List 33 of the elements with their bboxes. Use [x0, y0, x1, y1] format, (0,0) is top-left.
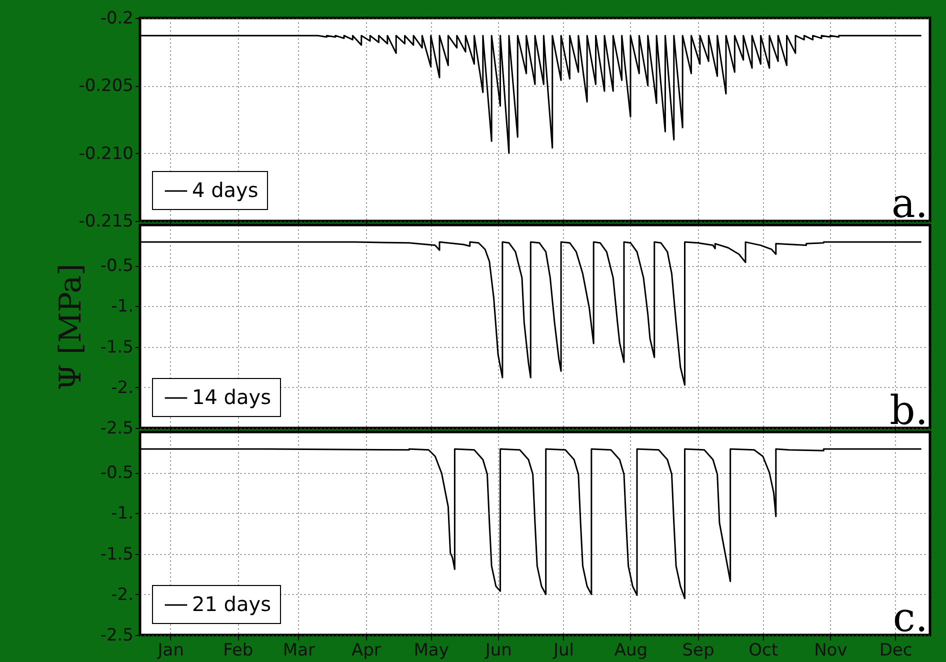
y-tick-label: -0.5 [100, 463, 134, 484]
x-tick-label: Oct [748, 640, 778, 660]
y-tick-label: -2. [111, 378, 134, 398]
y-tick-label: -2. [111, 584, 134, 605]
x-tick-label: Jul [552, 640, 574, 660]
y-tick-label: -2.5 [100, 418, 134, 438]
y-tick-label: -0.215 [78, 212, 134, 232]
y-tick-label: -1. [111, 296, 134, 317]
y-tick-label: -2.5 [100, 626, 134, 646]
legend-label: 4 days [192, 178, 258, 202]
y-tick-label: -1. [111, 504, 134, 524]
x-tick-label: Aug [614, 640, 648, 660]
annotation: a. [891, 181, 928, 227]
y-tick-label: -1.5 [100, 544, 134, 564]
x-tick-label: Jun [484, 640, 512, 660]
y-tick-label: -0.2 [100, 8, 134, 28]
y-axis-title: Ψ [MPa] [53, 264, 88, 390]
y-tick-label: -0.210 [78, 144, 134, 164]
x-tick-label: Dec [879, 640, 912, 660]
y-tick-label: -0.205 [78, 76, 134, 96]
annotation: b. [890, 388, 928, 434]
x-tick-label: Sep [682, 640, 714, 660]
x-tick-label: Jan [156, 640, 184, 660]
x-tick-label: Apr [352, 640, 381, 660]
x-tick-label: Mar [282, 640, 315, 660]
y-tick-label: -1.5 [100, 337, 134, 358]
x-tick-label: Feb [223, 640, 254, 660]
y-tick-label: -0.5 [100, 256, 134, 276]
legend-label: 21 days [192, 592, 272, 616]
legend-label: 14 days [192, 385, 272, 409]
annotation: c. [892, 595, 928, 641]
x-tick-label: Nov [814, 640, 848, 660]
x-tick-label: May [414, 640, 449, 660]
